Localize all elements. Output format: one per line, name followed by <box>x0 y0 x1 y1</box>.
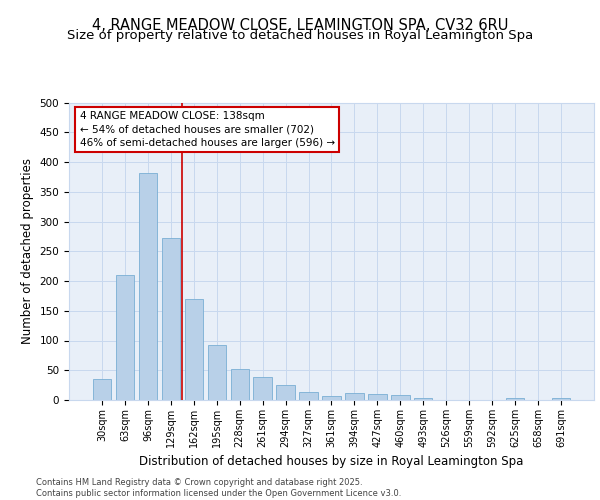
Bar <box>139 172 157 400</box>
Text: 4 RANGE MEADOW CLOSE: 138sqm
← 54% of detached houses are smaller (702)
46% of s: 4 RANGE MEADOW CLOSE: 138sqm ← 54% of de… <box>79 112 335 148</box>
Text: Size of property relative to detached houses in Royal Leamington Spa: Size of property relative to detached ho… <box>67 29 533 42</box>
Bar <box>391 394 410 400</box>
Bar <box>414 398 433 400</box>
Bar <box>185 300 203 400</box>
Y-axis label: Number of detached properties: Number of detached properties <box>21 158 34 344</box>
Bar <box>162 238 180 400</box>
Text: 4, RANGE MEADOW CLOSE, LEAMINGTON SPA, CV32 6RU: 4, RANGE MEADOW CLOSE, LEAMINGTON SPA, C… <box>92 18 508 32</box>
Bar <box>368 394 386 400</box>
X-axis label: Distribution of detached houses by size in Royal Leamington Spa: Distribution of detached houses by size … <box>139 456 524 468</box>
Bar <box>322 396 341 400</box>
Bar <box>253 377 272 400</box>
Bar <box>93 379 111 400</box>
Bar <box>116 275 134 400</box>
Bar <box>230 369 249 400</box>
Bar <box>345 394 364 400</box>
Bar <box>552 398 570 400</box>
Bar <box>277 385 295 400</box>
Bar <box>299 392 318 400</box>
Text: Contains HM Land Registry data © Crown copyright and database right 2025.
Contai: Contains HM Land Registry data © Crown c… <box>36 478 401 498</box>
Bar <box>506 398 524 400</box>
Bar <box>208 344 226 400</box>
